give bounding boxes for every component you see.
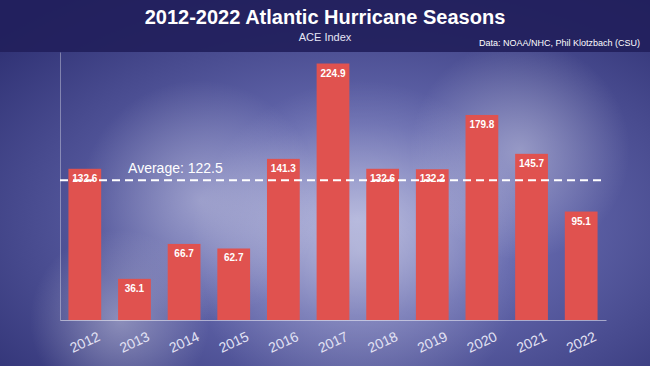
data-label: 66.7: [174, 248, 194, 259]
background: [0, 0, 650, 366]
source: Data: NOAA/NHC, Phil Klotzbach (CSU): [479, 38, 640, 48]
x-axis: 2012 2013 2014 2015 2016 2017 2018 2019 2020 2021…: [61, 321, 607, 356]
x-tick-label: 2018: [365, 328, 400, 356]
data-label: 132.6: [72, 173, 97, 184]
chart: 2012-2022 Atlantic Hurricane Seasons ACE …: [0, 0, 650, 366]
x-tick: 2019: [415, 328, 450, 356]
plot-area: [60, 64, 606, 320]
data-label: 132.6: [370, 173, 395, 184]
bar: [515, 154, 548, 320]
x-tick-label: 2019: [415, 328, 450, 356]
bar: [466, 115, 499, 320]
x-tick: 2014: [167, 328, 202, 356]
x-tick-label: 2016: [266, 328, 301, 356]
bar: [118, 279, 151, 320]
x-tick: 2012: [67, 328, 102, 356]
bar: [168, 244, 201, 320]
y-axis-line: [60, 53, 61, 321]
data-label: 224.9: [320, 68, 345, 79]
x-tick: 2016: [266, 328, 301, 356]
bar: [68, 169, 101, 320]
data-label: 179.8: [469, 119, 494, 130]
x-tick-label: 2020: [464, 328, 499, 356]
x-tick-label: 2021: [514, 328, 549, 356]
bar: [565, 212, 598, 320]
x-tick-label: 2012: [67, 328, 102, 356]
x-tick-label: 2014: [167, 328, 202, 356]
subtitle: ACE Index: [299, 31, 352, 43]
bar: [416, 169, 449, 320]
data-label: 132.2: [420, 173, 445, 184]
data-label: 145.7: [519, 158, 544, 169]
x-tick: 2020: [464, 328, 499, 356]
data-label: 141.3: [271, 163, 296, 174]
title: 2012-2022 Atlantic Hurricane Seasons: [145, 6, 506, 28]
x-tick-label: 2022: [564, 328, 599, 356]
x-tick: 2018: [365, 328, 400, 356]
annotation-label: Average: 122.5: [128, 160, 223, 176]
data-label: 36.1: [125, 283, 145, 294]
data-label: 95.1: [571, 216, 591, 227]
background-cloud: [30, 230, 210, 366]
x-tick-label: 2017: [315, 328, 350, 356]
x-tick-label: 2013: [117, 328, 152, 356]
bar: [267, 159, 300, 320]
x-tick: 2015: [216, 328, 251, 356]
bar: [217, 248, 250, 320]
x-tick-label: 2015: [216, 328, 251, 356]
reference-line: [60, 179, 606, 181]
x-axis-line: [61, 320, 607, 321]
x-tick: 2013: [117, 328, 152, 356]
y-axis: [60, 53, 61, 321]
data-label: 62.7: [224, 252, 244, 263]
bar: [317, 64, 350, 320]
x-tick: 2022: [564, 328, 599, 356]
header-band: [0, 0, 650, 52]
bar: [366, 169, 399, 320]
x-tick: 2017: [315, 328, 350, 356]
x-tick: 2021: [514, 328, 549, 356]
